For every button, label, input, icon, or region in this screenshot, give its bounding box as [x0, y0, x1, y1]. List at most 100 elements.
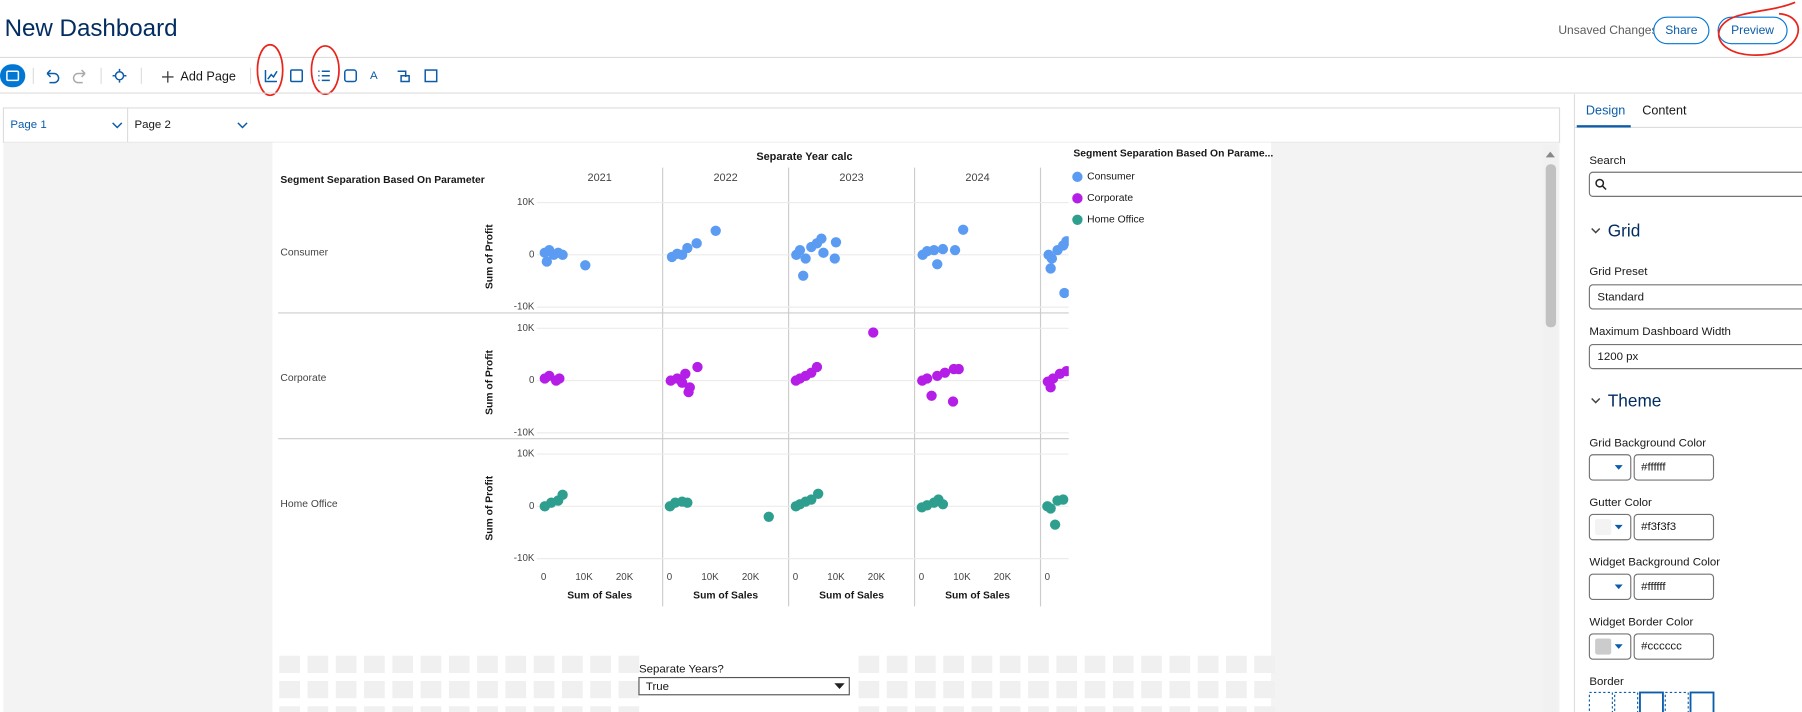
placeholder [1084, 655, 1106, 673]
add-list[interactable] [318, 70, 330, 82]
color-value[interactable]: #ffffff [1641, 461, 1666, 473]
y-tick-label: -10K [514, 427, 535, 438]
color-swatch [1595, 459, 1612, 476]
x-tick-label: 0 [1045, 572, 1051, 583]
search-icon [1595, 178, 1605, 188]
placeholder [505, 706, 527, 712]
placeholder [971, 680, 993, 699]
add-container[interactable] [424, 69, 438, 83]
chevron[interactable] [1591, 228, 1601, 234]
placeholder [505, 655, 527, 673]
placeholder [533, 680, 555, 699]
placeholder [561, 706, 583, 712]
input[interactable] [1588, 343, 1802, 370]
y-tick-label: 0 [529, 501, 535, 512]
placeholder [590, 706, 611, 712]
add-page[interactable]: Add Page [180, 69, 235, 83]
color-input[interactable] [1633, 513, 1715, 541]
page-tab[interactable]: Page 1 [10, 119, 46, 131]
field-value[interactable]: 1200 px [1597, 351, 1638, 363]
select[interactable] [1588, 284, 1802, 310]
placeholder [943, 706, 964, 712]
add-icon[interactable] [162, 71, 174, 83]
panel-tab[interactable]: Content [1642, 104, 1687, 118]
add-image[interactable] [397, 70, 410, 83]
placeholder [1084, 680, 1106, 699]
page-tab[interactable]: Page 2 [134, 119, 170, 131]
add-chart[interactable] [264, 70, 278, 83]
point [818, 247, 829, 258]
red-annotation [1717, 1, 1799, 56]
undo[interactable] [46, 69, 60, 84]
point [691, 238, 702, 249]
point [682, 242, 693, 254]
filter-value[interactable]: True [646, 681, 669, 693]
point [921, 373, 933, 384]
preview-label[interactable]: Preview [1731, 23, 1774, 37]
x-tick-label: 0 [541, 572, 547, 583]
field-value[interactable]: Standard [1597, 291, 1644, 303]
placeholder [943, 680, 964, 699]
share-button[interactable] [1653, 16, 1710, 45]
border-options[interactable] [1588, 691, 1715, 712]
chevron[interactable] [1591, 397, 1601, 404]
placeholder [392, 655, 414, 673]
placeholder [999, 655, 1021, 673]
point [557, 249, 568, 261]
settings-spokes [112, 68, 127, 83]
preview-button[interactable] [1717, 16, 1788, 45]
placeholder [477, 680, 498, 699]
scroll-up[interactable] [1545, 151, 1555, 158]
section-heading[interactable]: Theme [1608, 390, 1662, 410]
color-value[interactable]: #ffffff [1641, 581, 1666, 593]
placeholder [1254, 706, 1275, 712]
add-metric[interactable] [290, 69, 303, 83]
plot-area: 2021 0 10K 20K Sum of Sales 2022 0 10K 20K Sum of… [536, 167, 1069, 607]
placeholder [448, 680, 470, 699]
panel-icon [6, 70, 20, 82]
filter-label: Separate Years? [639, 664, 724, 676]
column-header: 2023 [839, 172, 863, 184]
point [682, 497, 693, 508]
point [1049, 519, 1061, 530]
search-icon-handle [1602, 185, 1607, 191]
point [829, 253, 840, 264]
placeholder [915, 680, 936, 699]
point [868, 327, 879, 338]
settings[interactable] [114, 71, 125, 81]
filter-select[interactable] [638, 676, 850, 696]
add-filter[interactable] [344, 69, 358, 83]
y-axis-label: Sum of Profit [484, 475, 495, 540]
chevron[interactable] [112, 122, 123, 129]
color-input[interactable] [1633, 573, 1715, 601]
redo[interactable] [72, 69, 86, 84]
widget-area [272, 142, 1272, 712]
placeholder [477, 655, 498, 673]
point [1061, 236, 1069, 247]
placeholder [886, 680, 908, 699]
x-axis-label: Sum of Sales [945, 591, 1010, 602]
placeholder [335, 706, 357, 712]
y-axis-label: Sum of Profit [484, 224, 495, 289]
placeholder [1169, 655, 1191, 673]
panel-toggle[interactable] [0, 64, 26, 88]
point [680, 368, 691, 379]
color-input[interactable] [1633, 633, 1715, 660]
share-label[interactable]: Share [1665, 23, 1697, 37]
legend-entry: Corporate [1087, 193, 1133, 204]
placeholder [858, 680, 880, 699]
x-tick-label: 0 [919, 572, 925, 583]
color-value[interactable]: #f3f3f3 [1641, 521, 1676, 533]
color-value[interactable]: #cccccc [1641, 641, 1682, 653]
placeholder [1197, 680, 1219, 699]
grid-placeholders [279, 655, 1275, 712]
color-input[interactable] [1633, 454, 1715, 481]
chevron[interactable] [237, 122, 248, 129]
panel-tab[interactable]: Design [1586, 104, 1625, 118]
point [937, 499, 949, 510]
add-text[interactable]: A [370, 70, 378, 82]
section-heading[interactable]: Grid [1608, 221, 1641, 241]
search-box[interactable] [1588, 171, 1802, 197]
scroll-thumb[interactable] [1545, 164, 1557, 328]
